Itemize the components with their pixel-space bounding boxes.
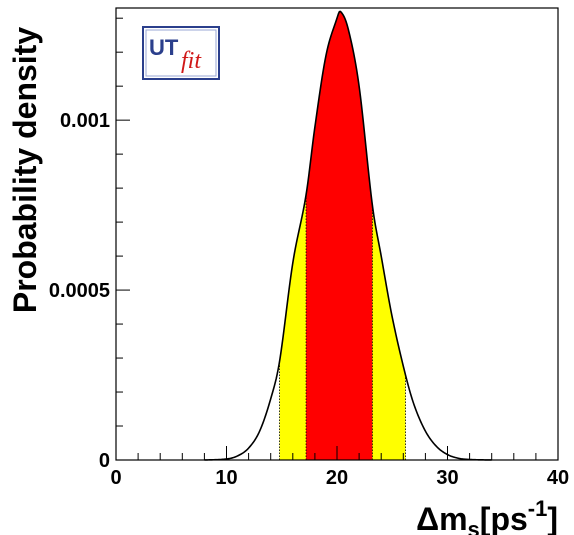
x-axis-title-main: Δm (416, 501, 467, 535)
y-axis-ticks: 0 0.0005 0.001 (49, 17, 130, 472)
x-tick-label: 20 (326, 467, 348, 489)
probability-bands (279, 11, 406, 460)
y-tick-label: 0.0005 (49, 280, 110, 302)
x-axis-title-sup: -1 (528, 496, 548, 521)
density-curve (204, 10, 492, 461)
utfit-logo: UT fit (142, 26, 220, 80)
x-axis-title-close: ] (547, 501, 558, 535)
x-axis-title: Δms[ps-1] (416, 496, 558, 535)
y-tick-label: 0 (99, 450, 110, 472)
x-axis-ticks: 0 10 20 30 40 (110, 446, 569, 489)
x-tick-label: 40 (547, 467, 569, 489)
x-tick-label: 0 (110, 467, 121, 489)
y-axis-title: Probability density (7, 27, 43, 313)
x-axis-title-sub: s (468, 517, 480, 535)
x-axis-title-unit: [ps (480, 501, 528, 535)
logo-ut-text: UT (149, 35, 179, 60)
band-inner (306, 11, 373, 460)
band-edge-lines (279, 194, 406, 460)
x-tick-label: 30 (436, 467, 458, 489)
x-tick-label: 10 (215, 467, 237, 489)
y-tick-label: 0.001 (60, 110, 110, 132)
logo-fit-text: fit (181, 48, 202, 74)
